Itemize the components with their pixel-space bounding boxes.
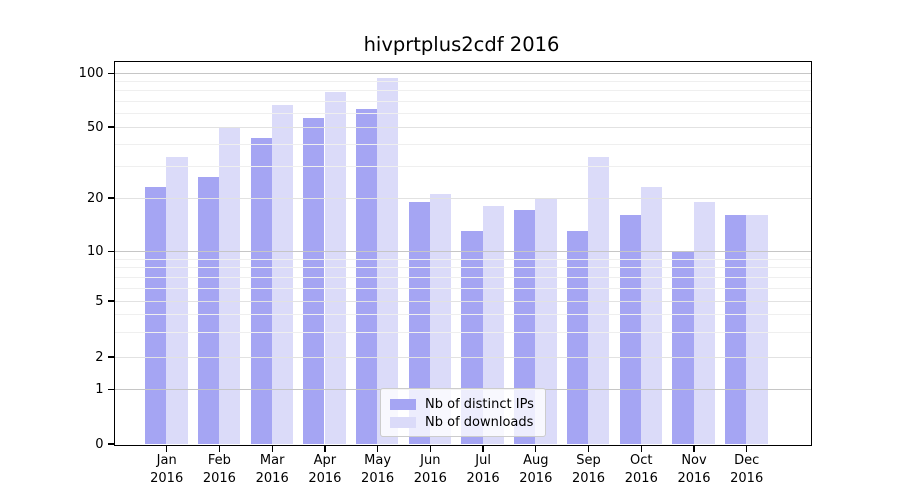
x-tick-label-mar: Mar 2016 [255, 453, 289, 486]
gridline-y-60 [114, 112, 811, 114]
x-tick-mark-oct [640, 445, 642, 452]
x-tick-label-apr: Apr 2016 [308, 453, 342, 486]
y-tick-mark-20 [107, 197, 114, 199]
bar-aug-distinct-ips [514, 210, 536, 444]
y-tick-mark-10 [107, 250, 114, 253]
x-tick-mark-mar [271, 445, 273, 452]
bar-nov-distinct-ips [672, 251, 694, 444]
x-tick-label-jun: Jun 2016 [413, 453, 447, 486]
gridline-y-90 [114, 81, 811, 83]
gridline-y-3 [114, 331, 811, 333]
x-tick-mark-jun [429, 445, 431, 452]
legend-swatch-downloads [390, 416, 416, 428]
bar-jan-downloads [166, 156, 188, 444]
legend-item-downloads: Nb of downloads [390, 414, 536, 430]
gridline-y-20 [114, 197, 811, 199]
legend-label-downloads: Nb of downloads [425, 414, 534, 430]
legend-swatch-distinct-ips [390, 398, 416, 410]
y-tick-label-0: 0 [95, 436, 104, 452]
bar-may-distinct-ips [355, 108, 378, 444]
y-tick-mark-2 [107, 356, 114, 358]
bar-oct-downloads [640, 186, 663, 444]
x-tick-mark-dec [746, 445, 748, 452]
x-tick-mark-sep [587, 445, 590, 452]
legend-label-distinct-ips: Nb of distinct IPs [425, 396, 534, 412]
gridline-y-40 [114, 143, 811, 145]
gridline-y-50 [114, 126, 811, 128]
gridline-y-30 [114, 166, 811, 168]
y-tick-label-50: 50 [86, 119, 104, 135]
x-tick-mark-jan [166, 445, 168, 452]
gridline-y-5 [114, 300, 811, 302]
x-tick-label-sep: Sep 2016 [571, 453, 606, 486]
x-tick-mark-may [376, 445, 379, 452]
y-tick-mark-1 [107, 388, 114, 391]
x-tick-mark-nov [693, 445, 695, 452]
gridline-y-8 [114, 267, 811, 268]
gridline-y-4 [114, 314, 811, 316]
gridline-y-2 [114, 356, 811, 358]
x-tick-mark-apr [324, 445, 326, 452]
x-tick-label-nov: Nov 2016 [677, 453, 711, 486]
bar-apr-distinct-ips [303, 117, 325, 444]
bar-sep-distinct-ips [566, 230, 589, 444]
y-tick-label-2: 2 [95, 349, 104, 365]
y-tick-label-100: 100 [78, 65, 104, 81]
x-tick-label-jul: Jul 2016 [466, 453, 500, 486]
bar-may-downloads [377, 77, 399, 444]
y-tick-mark-5 [107, 300, 114, 302]
x-tick-label-oct: Oct 2016 [624, 453, 658, 486]
chart-title: hivprtplus2cdf 2016 [363, 33, 560, 56]
bar-nov-downloads [693, 201, 715, 444]
gridline-y-7 [114, 276, 811, 278]
gridline-y-10 [114, 251, 811, 253]
bar-jun-downloads [429, 193, 452, 444]
bar-mar-downloads [271, 105, 294, 444]
bar-jun-distinct-ips [408, 201, 430, 444]
y-tick-mark-50 [107, 126, 114, 128]
gridline-y-80 [114, 90, 811, 92]
bar-jan-distinct-ips [145, 186, 167, 444]
x-tick-mark-aug [535, 445, 537, 452]
x-tick-mark-feb [218, 445, 221, 452]
bar-sep-downloads [588, 156, 610, 444]
gridline-y-6 [114, 287, 811, 289]
y-tick-label-10: 10 [86, 244, 104, 259]
bar-dec-distinct-ips [725, 214, 747, 444]
x-tick-mark-jul [482, 445, 484, 452]
y-tick-label-20: 20 [86, 190, 104, 206]
bar-oct-distinct-ips [619, 214, 641, 444]
gridline-y-100 [114, 72, 811, 74]
x-tick-label-aug: Aug 2016 [519, 453, 553, 486]
plot-area [113, 61, 812, 446]
bar-jul-downloads [482, 205, 504, 444]
bar-dec-downloads [746, 214, 768, 444]
x-tick-label-may: May 2016 [361, 453, 395, 486]
x-tick-label-dec: Dec 2016 [730, 453, 764, 486]
legend: Nb of distinct IPs Nb of downloads [380, 388, 546, 437]
y-tick-label-5: 5 [95, 293, 104, 309]
y-tick-mark-100 [107, 72, 114, 74]
bar-feb-downloads [219, 126, 241, 444]
y-tick-label-1: 1 [95, 382, 104, 397]
x-tick-label-jan: Jan 2016 [150, 453, 184, 486]
legend-item-distinct-ips: Nb of distinct IPs [390, 396, 536, 412]
bar-mar-distinct-ips [250, 138, 272, 444]
bar-feb-distinct-ips [197, 177, 219, 444]
x-tick-label-feb: Feb 2016 [202, 453, 236, 486]
gridline-y-70 [114, 100, 811, 102]
gridline-y-9 [114, 258, 811, 260]
y-tick-mark-0 [107, 443, 114, 445]
